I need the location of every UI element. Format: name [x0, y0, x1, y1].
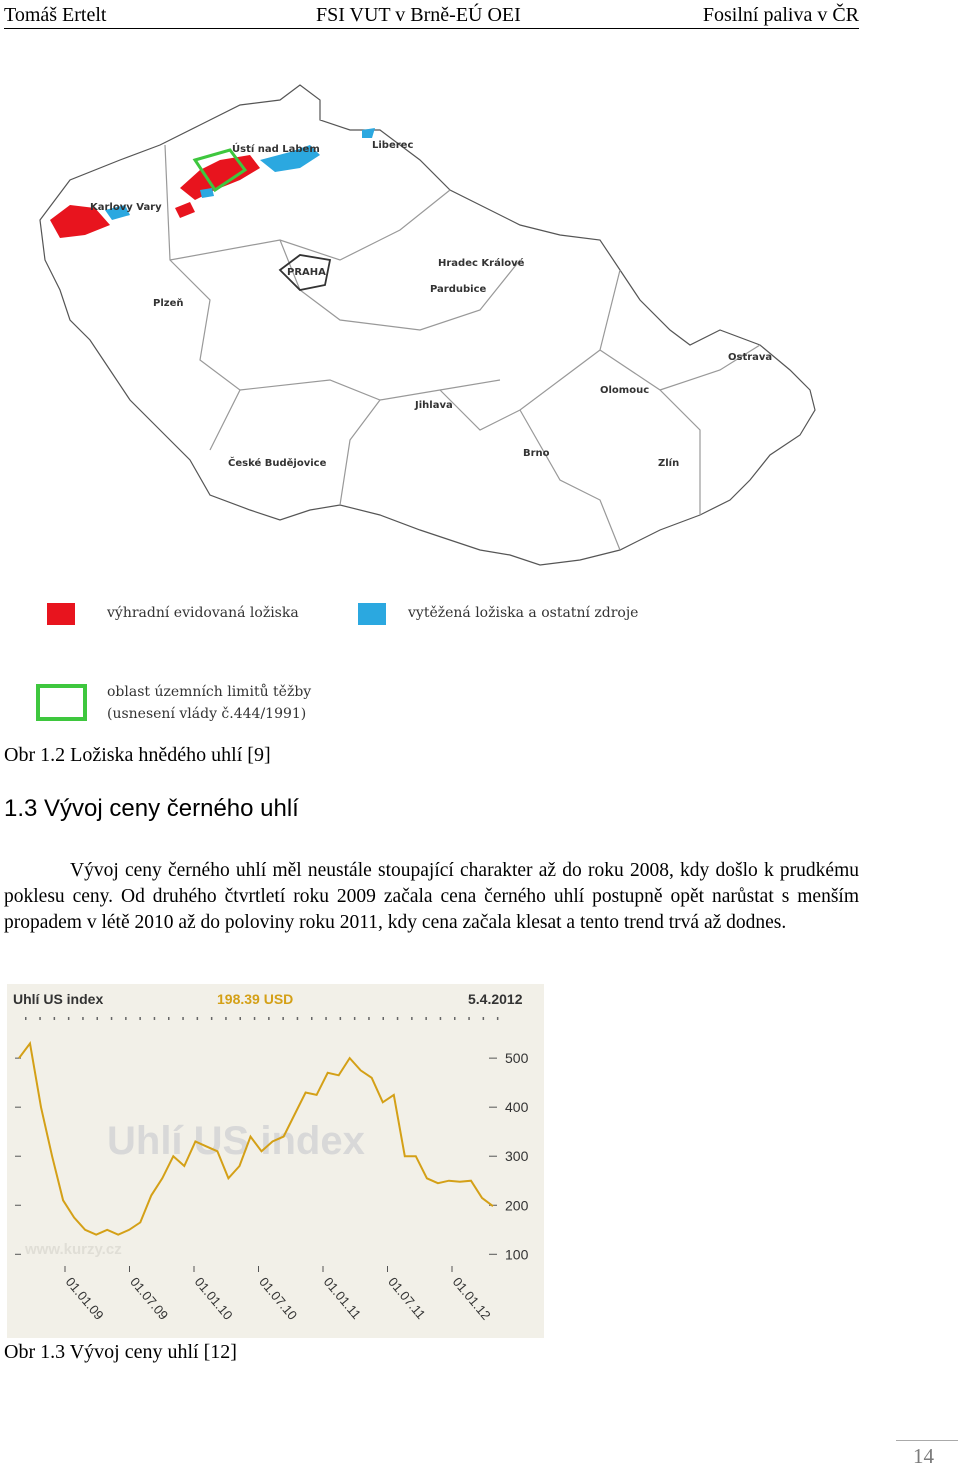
city-label: Plzeň [153, 297, 183, 309]
chart-title: Uhlí US index [13, 991, 103, 1007]
page-number: 14 [913, 1444, 934, 1468]
grid-dot [425, 1017, 427, 1020]
chart-watermark: Uhlí US index [107, 1119, 365, 1163]
legend-green-swatch [36, 684, 87, 721]
header-author: Tomáš Ertelt [4, 4, 107, 26]
coal-price-chart: Uhlí US index 198.39 USD 5.4.2012 Uhlí U… [7, 984, 544, 1338]
chart-grid [25, 1017, 499, 1020]
grid-dot [25, 1017, 27, 1020]
grid-dot [339, 1017, 342, 1020]
grid-dot [353, 1017, 356, 1020]
grid-dot [439, 1017, 442, 1020]
grid-dot [39, 1017, 41, 1020]
blue-deposit-sokolov [105, 205, 130, 220]
red-deposit-small [175, 202, 195, 218]
running-header: Tomáš Ertelt FSI VUT v Brně-EÚ OEI Fosil… [4, 2, 859, 29]
grid-dot [482, 1017, 485, 1020]
y-tick-label: 300 [505, 1148, 529, 1164]
legend-red-swatch [47, 603, 75, 625]
header-topic: Fosilní paliva v ČR [702, 4, 859, 26]
grid-dot [468, 1017, 470, 1020]
legend-blue-swatch [358, 603, 386, 625]
city-label: PRAHA [287, 267, 326, 278]
grid-dot [196, 1017, 199, 1020]
grid-dot [239, 1017, 241, 1020]
city-label: Pardubice [430, 284, 487, 295]
legend-red-label: výhradní evidovaná ložiska [107, 605, 299, 621]
y-tick-label: 400 [505, 1099, 529, 1115]
city-label: Zlín [658, 457, 679, 469]
grid-dot [325, 1017, 327, 1020]
section-heading: 1.3 Vývoj ceny černého uhlí [4, 795, 299, 822]
y-tick-label: 500 [505, 1050, 529, 1066]
chart-background [7, 984, 544, 1338]
figure2-caption: Obr 1.3 Vývoj ceny uhlí [12] [4, 1341, 237, 1363]
grid-dot [67, 1017, 70, 1020]
body-paragraph: Vývoj ceny černého uhlí měl neustále sto… [4, 858, 859, 936]
page-number-rule [896, 1440, 958, 1441]
city-label: Hradec Králové [438, 257, 525, 269]
legend-blue-label: vytěžená ložiska a ostatní zdroje [408, 605, 639, 621]
map-borders [39, 84, 816, 566]
red-deposits [50, 155, 260, 238]
red-deposit-karlovy-vary [50, 205, 110, 238]
grid-dot [53, 1017, 56, 1020]
legend-green-label-1: oblast územních limitů těžby [107, 684, 312, 700]
y-tick-label: 100 [505, 1246, 529, 1262]
blue-deposit-chomutov [200, 188, 214, 198]
chart-date: 5.4.2012 [468, 991, 523, 1007]
city-label: Karlovy Vary [90, 202, 162, 213]
grid-dot [168, 1017, 170, 1020]
figure1-caption: Obr 1.2 Ložiska hnědého uhlí [9] [4, 744, 271, 766]
city-label: Olomouc [600, 385, 649, 396]
green-limit-area [192, 148, 248, 193]
coal-deposits-map: Ústí nad Labem Liberec Karlovy Vary PRAH… [39, 84, 816, 566]
paragraph-text: Vývoj ceny černého uhlí měl neustále sto… [4, 860, 859, 933]
grid-dot [496, 1017, 499, 1020]
grid-dot [182, 1017, 184, 1020]
grid-dot [454, 1017, 456, 1020]
city-label: Jihlava [414, 400, 453, 411]
red-deposit-most [180, 155, 260, 200]
grid-dot [411, 1017, 413, 1020]
city-labels: Ústí nad Labem Liberec Karlovy Vary PRAH… [90, 140, 772, 469]
price-series-line [18, 1040, 494, 1236]
grid-dot [396, 1017, 399, 1020]
blue-deposits [105, 128, 375, 220]
grid-dot [368, 1017, 370, 1020]
city-label: Ústí nad Labem [232, 142, 320, 155]
legend-green-label-2: (usnesení vlády č.444/1991) [107, 706, 307, 722]
blue-deposit-usti [260, 145, 320, 172]
chart-watermark-url: www.kurzy.cz [24, 1241, 122, 1258]
grid-dot [82, 1017, 84, 1020]
grid-dot [282, 1017, 284, 1020]
grid-dot [268, 1017, 270, 1020]
city-label: České Budějovice [228, 456, 327, 469]
header-institution: FSI VUT v Brně-EÚ OEI [316, 4, 521, 26]
y-tick-label: 200 [505, 1197, 529, 1213]
city-label: Liberec [372, 140, 413, 151]
grid-dot [225, 1017, 227, 1020]
city-label: Brno [523, 448, 550, 459]
grid-dot [153, 1017, 156, 1020]
grid-dot [210, 1017, 213, 1020]
grid-dot [96, 1017, 98, 1020]
chart-current-value: 198.39 USD [217, 991, 293, 1007]
grid-dot [125, 1017, 127, 1020]
grid-dot [382, 1017, 384, 1020]
grid-dot [139, 1017, 141, 1020]
grid-dot [110, 1017, 113, 1020]
grid-dot [296, 1017, 299, 1020]
blue-deposit-liberec [362, 128, 375, 138]
grid-dot [311, 1017, 313, 1020]
grid-dot [253, 1017, 256, 1020]
city-label: Ostrava [728, 352, 772, 363]
